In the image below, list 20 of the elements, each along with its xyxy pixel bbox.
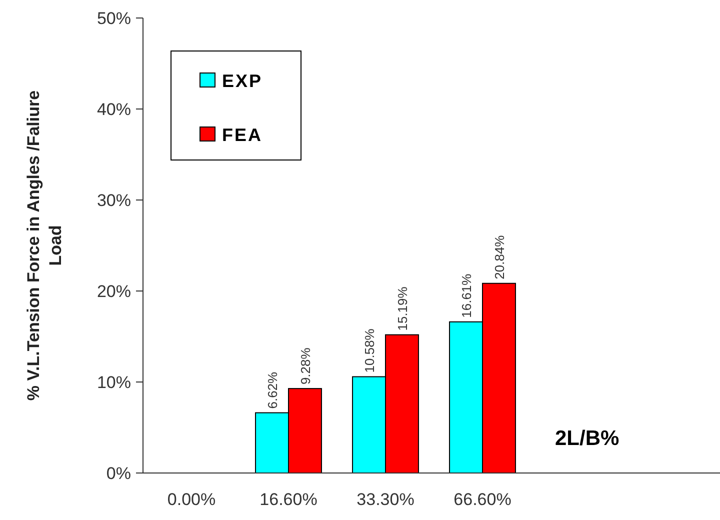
legend-label: FEA bbox=[222, 125, 262, 145]
y-tick-label: 30% bbox=[96, 191, 131, 210]
data-label: 20.84% bbox=[492, 234, 507, 280]
y-tick-label: 40% bbox=[96, 100, 131, 119]
y-axis-title: % V.L.Tension Force in Angles /Faliure Load bbox=[24, 90, 65, 401]
y-tick-label: 10% bbox=[96, 373, 131, 392]
x-tick-label: 0.00% bbox=[167, 490, 216, 509]
data-label: 10.58% bbox=[362, 328, 378, 373]
data-label: 15.19% bbox=[394, 286, 410, 331]
x-tick-label: 66.60% bbox=[454, 490, 512, 509]
x-tick-label: 33.30% bbox=[356, 490, 414, 509]
data-label: 16.61% bbox=[459, 273, 474, 318]
x-axis-title: 2L/B% bbox=[555, 427, 620, 450]
y-tick-label: 0% bbox=[106, 464, 131, 483]
legend-label: EXP bbox=[222, 71, 263, 91]
data-label: 9.28% bbox=[298, 347, 313, 385]
y-tick-label: 20% bbox=[96, 282, 131, 301]
data-label: 6.62% bbox=[265, 371, 280, 409]
x-tick-label: 16.60% bbox=[260, 490, 318, 509]
y-tick-label: 50% bbox=[96, 9, 131, 28]
